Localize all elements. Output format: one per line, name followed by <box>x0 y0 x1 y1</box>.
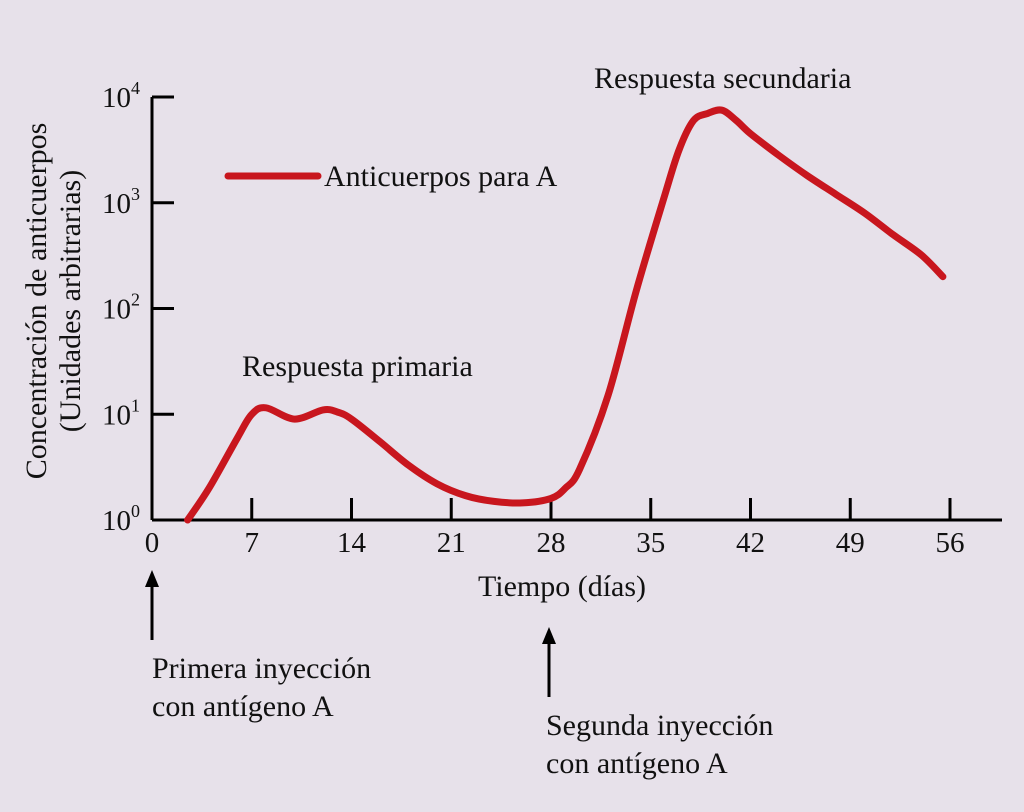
x-tick-label: 7 <box>245 527 260 559</box>
x-tick-label: 28 <box>537 527 566 559</box>
x-tick-label: 14 <box>337 527 367 559</box>
y-axis-subtitle: (Unidades arbitrarias) <box>54 170 87 432</box>
y-tick-label: 101 <box>102 395 140 431</box>
x-tick-label: 42 <box>736 527 765 559</box>
second-injection-label-line1: Segunda inyección <box>546 709 773 742</box>
y-axis-title: Concentración de anticuerpos <box>20 123 53 480</box>
secondary-response-label: Respuesta secundaria <box>594 62 851 95</box>
primary-response-label: Respuesta primaria <box>242 350 473 383</box>
second-injection-arrow-icon <box>542 627 556 697</box>
legend-label: Anticuerpos para A <box>324 160 558 193</box>
first-injection-arrow-icon <box>145 570 159 640</box>
legend: Anticuerpos para A <box>224 160 558 193</box>
x-tick-label: 56 <box>936 527 965 559</box>
y-tick-label: 100 <box>102 501 140 537</box>
y-tick-label: 103 <box>102 184 140 220</box>
x-tick-label: 35 <box>636 527 665 559</box>
x-axis-title: Tiempo (días) <box>478 570 646 603</box>
y-ticks: 100 101 102 103 104 <box>102 78 174 537</box>
x-ticks: 0 7 14 21 28 35 42 49 56 <box>145 498 965 559</box>
y-tick-label: 102 <box>102 290 140 326</box>
series-line-antibodies <box>184 106 947 524</box>
x-tick-label: 21 <box>437 527 466 559</box>
second-injection-label-line2: con antígeno A <box>546 747 728 780</box>
y-tick-label: 104 <box>102 78 140 114</box>
first-injection-label-line2: con antígeno A <box>152 690 334 723</box>
x-tick-label: 0 <box>145 527 160 559</box>
first-injection-label-line1: Primera inyección <box>152 652 371 685</box>
x-tick-label: 49 <box>836 527 865 559</box>
